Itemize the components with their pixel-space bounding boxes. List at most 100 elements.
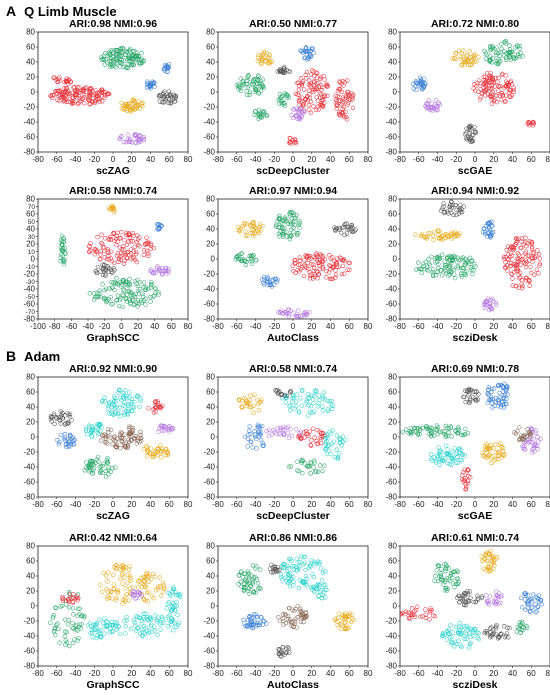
cluster-point <box>450 581 456 586</box>
cluster-point <box>257 425 263 431</box>
cluster-point <box>493 626 499 631</box>
cluster-point <box>302 257 307 263</box>
cluster-point <box>148 246 153 251</box>
cluster-point <box>111 231 116 236</box>
cluster-point <box>127 46 133 52</box>
cluster-point <box>103 267 109 273</box>
cluster-point <box>318 435 323 440</box>
cluster-point <box>160 423 165 429</box>
cluster-point <box>124 393 129 399</box>
cluster-point <box>158 222 163 228</box>
cluster-point <box>145 617 150 622</box>
cluster-point <box>520 253 526 258</box>
cluster-point <box>319 595 325 601</box>
cluster-point <box>496 382 501 388</box>
cluster-point <box>149 629 155 634</box>
y-tick-label: 40 <box>26 403 35 412</box>
cluster-point <box>296 87 302 93</box>
cluster-point <box>102 440 108 445</box>
cluster-point <box>114 276 119 281</box>
cluster-point <box>107 207 113 212</box>
cluster-point <box>444 231 449 237</box>
cluster-point <box>118 430 124 435</box>
cluster-point <box>508 94 513 99</box>
cluster-point <box>484 593 489 598</box>
cluster-point <box>152 613 158 618</box>
cluster-point <box>467 48 472 54</box>
y-tick-label: 40 <box>206 403 215 412</box>
cluster-point <box>283 400 288 405</box>
cluster-point <box>172 603 177 608</box>
cluster-point <box>130 428 135 433</box>
cluster-point <box>155 617 160 622</box>
cluster-point <box>503 73 508 78</box>
cluster-point <box>463 60 469 65</box>
cluster-point <box>299 403 305 408</box>
cluster-point <box>493 589 499 594</box>
y-tick-label: -40 <box>203 285 215 294</box>
cluster-point <box>483 299 489 304</box>
cluster-point <box>485 231 490 236</box>
cluster-point <box>301 554 307 560</box>
cluster-point <box>454 576 460 582</box>
y-tick-label: -70 <box>26 309 36 316</box>
cluster-point <box>528 264 533 270</box>
cluster-point <box>317 583 322 588</box>
cluster-point <box>459 432 464 438</box>
cluster-point <box>466 599 472 604</box>
cluster-point <box>468 265 474 270</box>
cluster-point <box>280 612 286 617</box>
cluster-point <box>97 617 102 622</box>
cluster-point <box>237 397 242 402</box>
cluster-point <box>350 105 356 110</box>
cluster-point <box>530 120 535 125</box>
cluster-point <box>146 241 152 246</box>
cluster-point <box>315 98 321 103</box>
x-tick-label: 0 <box>291 155 296 164</box>
cluster-point <box>426 231 431 236</box>
cluster-point <box>442 232 448 237</box>
cluster-point <box>155 222 161 227</box>
cluster-point <box>345 267 350 272</box>
panel-title: ARI:0.98 NMI:0.96 <box>69 18 157 30</box>
cluster-point <box>93 247 98 252</box>
cluster-point <box>57 640 62 645</box>
cluster-point <box>514 266 519 271</box>
scatter-plot-svg: ARI:0.97 NMI:0.94-80 -60 -40 -20 0 20 40 60 80-8… <box>203 185 373 344</box>
cluster-point <box>134 233 140 238</box>
panel-xlabel: GraphSCC <box>86 332 140 344</box>
cluster-point <box>121 244 126 249</box>
cluster-point <box>496 456 501 462</box>
cluster-point <box>523 249 528 254</box>
cluster-point <box>126 55 131 61</box>
cluster-point <box>249 404 254 409</box>
cluster-point <box>113 280 118 285</box>
cluster-point <box>527 283 532 288</box>
cluster-point <box>498 97 504 103</box>
cluster-point <box>284 93 289 98</box>
cluster-point <box>121 287 126 292</box>
cluster-point <box>470 627 475 632</box>
cluster-point <box>473 398 478 403</box>
cluster-point <box>338 255 343 260</box>
cluster-point <box>465 478 471 484</box>
x-tick-label: -100 <box>30 322 47 331</box>
cluster-point <box>148 81 153 86</box>
cluster-point <box>523 591 528 596</box>
cluster-point <box>465 591 471 596</box>
cluster-point <box>536 271 541 276</box>
cluster-point <box>246 401 252 406</box>
cluster-point <box>299 81 304 87</box>
cluster-point <box>138 432 143 438</box>
y-tick-label: -40 <box>23 118 35 127</box>
cluster-point <box>518 630 523 635</box>
x-tick-label: -80 <box>49 322 61 331</box>
cluster-point <box>117 135 123 141</box>
cluster-point <box>167 613 172 618</box>
cluster-point <box>492 563 497 568</box>
cluster-point <box>247 89 253 95</box>
x-tick-label: -60 <box>413 155 425 164</box>
cluster-point <box>524 244 529 249</box>
cluster-point <box>165 452 171 458</box>
cluster-point <box>490 454 495 459</box>
